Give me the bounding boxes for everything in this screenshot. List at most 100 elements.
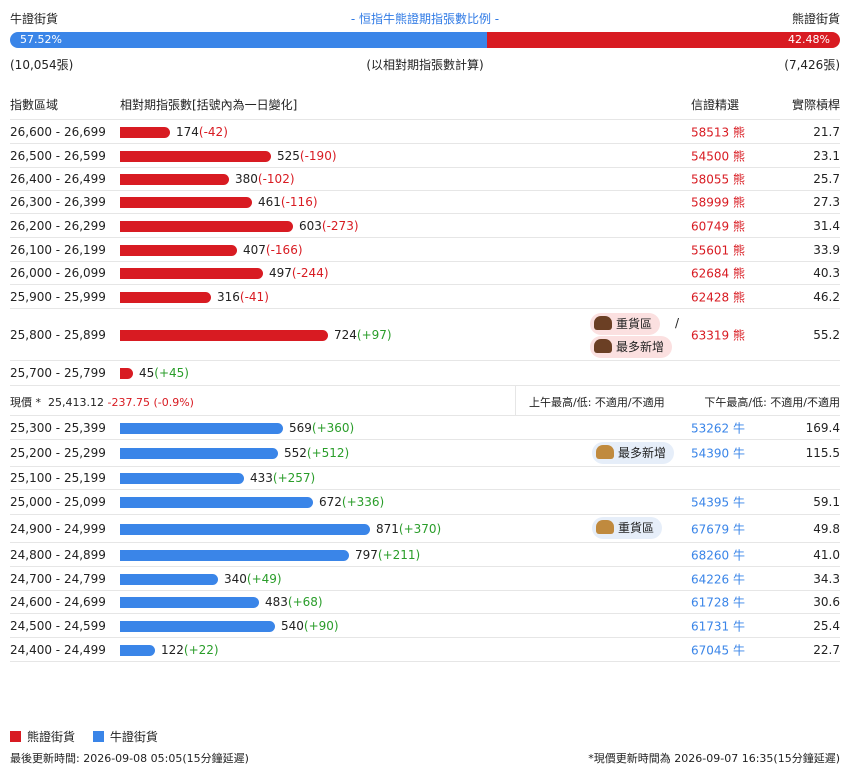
current-price: 現價 * 25,413.12 -237.75 (-0.9%) — [10, 394, 194, 410]
bull-outstanding-label: 牛證街貨 — [10, 12, 59, 26]
contracts-count: 483 — [265, 595, 288, 609]
bull-count: (10,054張) — [10, 58, 74, 72]
index-range: 26,500 - 26,599 — [10, 148, 106, 163]
col-code: 信證精選 — [691, 98, 740, 112]
bear-icon — [594, 339, 612, 353]
contracts-bar — [120, 244, 237, 256]
contracts-change: (+22) — [183, 642, 219, 657]
index-range: 25,200 - 25,299 — [10, 446, 106, 460]
warrant-code[interactable]: 62428 熊 — [691, 290, 745, 304]
warrant-code[interactable]: 61731 牛 — [691, 619, 745, 633]
legend-bull: 牛證街貨 — [92, 730, 158, 744]
contracts-bar — [120, 549, 349, 561]
index-range: 24,500 - 24,599 — [10, 618, 106, 633]
contracts-change: (+49) — [246, 571, 282, 586]
contracts-count: 724 — [334, 327, 357, 342]
table-row: 26,200 - 26,299 603(-273) 60749 熊 31.4 — [10, 214, 840, 238]
contracts-value: 603(-273) — [299, 219, 359, 233]
contracts-count: 603 — [299, 218, 322, 233]
warrant-code[interactable]: 67045 牛 — [691, 643, 745, 657]
price-value: 25,413.12 — [48, 396, 104, 409]
table-row: 25,900 - 25,999 316(-41) 62428 熊 46.2 — [10, 285, 840, 309]
index-range: 26,300 - 26,399 — [10, 195, 106, 209]
contracts-value: 407(-166) — [243, 243, 303, 257]
contracts-count: 540 — [281, 618, 304, 633]
contracts-value: 497(-244) — [269, 266, 329, 280]
bull-swatch — [92, 731, 104, 742]
col-leverage: 實際槓桿 — [791, 98, 840, 112]
warrant-code[interactable]: 68260 牛 — [691, 548, 745, 562]
leverage-value: 27.3 — [813, 195, 840, 209]
contracts-change: (+68) — [287, 595, 323, 609]
contracts-bar — [120, 220, 293, 232]
bear-most-new-badge: 最多新增 — [590, 336, 673, 358]
contracts-value: 525(-190) — [277, 149, 337, 163]
index-range: 24,800 - 24,899 — [10, 547, 106, 562]
warrant-code[interactable]: 64226 牛 — [691, 572, 745, 586]
bear-swatch — [10, 731, 21, 742]
contracts-bar — [120, 150, 271, 162]
contracts-count: 569 — [289, 420, 312, 435]
pm-high-low: 下午最高/低: 不適用/不適用 — [704, 396, 840, 409]
bear-heavy-badge: 重貨區 — [590, 313, 661, 335]
warrant-code[interactable]: 62684 熊 — [691, 266, 745, 281]
index-range: 25,000 - 25,099 — [10, 495, 106, 509]
contracts-count: 433 — [250, 471, 273, 485]
index-range: 25,700 - 25,799 — [10, 366, 106, 380]
badge-label: 重貨區 — [616, 317, 653, 331]
warrant-code[interactable]: 54390 牛 — [691, 446, 745, 461]
contracts-count: 174 — [176, 125, 199, 139]
index-range: 25,800 - 25,899 — [10, 327, 106, 342]
contracts-change: (-166) — [265, 242, 303, 257]
contracts-bar — [120, 473, 244, 484]
contracts-change: (+336) — [341, 495, 385, 509]
leverage-value: 59.1 — [813, 495, 840, 509]
contracts-count: 672 — [319, 495, 342, 509]
contracts-value: 540(+90) — [281, 619, 339, 633]
contracts-bar — [120, 523, 370, 535]
contracts-count: 316 — [217, 289, 240, 304]
index-range: 26,000 - 26,099 — [10, 266, 106, 280]
last-updated: 最後更新時間: 2026-09-08 05:05(15分鐘延遲) — [10, 752, 249, 765]
contracts-count: 45 — [139, 366, 155, 380]
contracts-change: (+97) — [356, 327, 392, 342]
legend-bear-label: 熊證街貨 — [27, 730, 76, 744]
contracts-change: (-42) — [198, 125, 228, 139]
contracts-value: 797(+211) — [355, 548, 420, 562]
warrant-code[interactable]: 63319 熊 — [691, 328, 745, 342]
warrant-code[interactable]: 58055 熊 — [691, 172, 745, 187]
warrant-code[interactable]: 53262 牛 — [691, 421, 745, 435]
leverage-value: 22.7 — [813, 642, 840, 657]
warrant-code[interactable]: 67679 牛 — [691, 522, 745, 536]
warrant-code[interactable]: 58999 熊 — [691, 195, 745, 210]
contracts-count: 497 — [269, 266, 292, 280]
index-range: 24,700 - 24,799 — [10, 571, 106, 586]
warrant-code[interactable]: 54395 牛 — [691, 495, 745, 510]
table-row: 26,100 - 26,199 407(-166) 55601 熊 33.9 — [10, 238, 840, 262]
warrant-code[interactable]: 61728 牛 — [691, 595, 745, 610]
warrant-code[interactable]: 58513 熊 — [691, 125, 745, 140]
index-range: 26,100 - 26,199 — [10, 242, 106, 257]
contracts-value: 340(+49) — [224, 572, 282, 586]
col-range: 指數區域 — [10, 98, 59, 112]
leverage-value: 33.9 — [813, 242, 840, 257]
contracts-count: 525 — [277, 148, 300, 163]
bull-ratio: 57.52% — [10, 32, 488, 48]
index-range: 24,900 - 24,999 — [10, 521, 106, 536]
warrant-code[interactable]: 54500 熊 — [691, 149, 745, 163]
contracts-bar — [120, 644, 155, 656]
contracts-value: 316(-41) — [217, 290, 269, 304]
contracts-change: (-190) — [299, 148, 337, 163]
table-row: 24,900 - 24,999 871(+370) 67679 牛 49.8 — [10, 515, 840, 543]
warrant-code[interactable]: 55601 熊 — [691, 243, 745, 257]
contracts-value: 871(+370) — [376, 522, 441, 536]
contracts-change: (+257) — [272, 471, 316, 485]
leverage-value: 31.4 — [813, 218, 840, 233]
contracts-change: (+90) — [303, 618, 339, 633]
leverage-value: 21.7 — [813, 125, 840, 139]
bear-icon — [594, 316, 612, 330]
contracts-change: (+512) — [306, 446, 350, 460]
warrant-code[interactable]: 60749 熊 — [691, 219, 745, 233]
table-row: 24,400 - 24,499 122(+22) 67045 牛 22.7 — [10, 638, 840, 662]
contracts-count: 797 — [355, 547, 378, 562]
